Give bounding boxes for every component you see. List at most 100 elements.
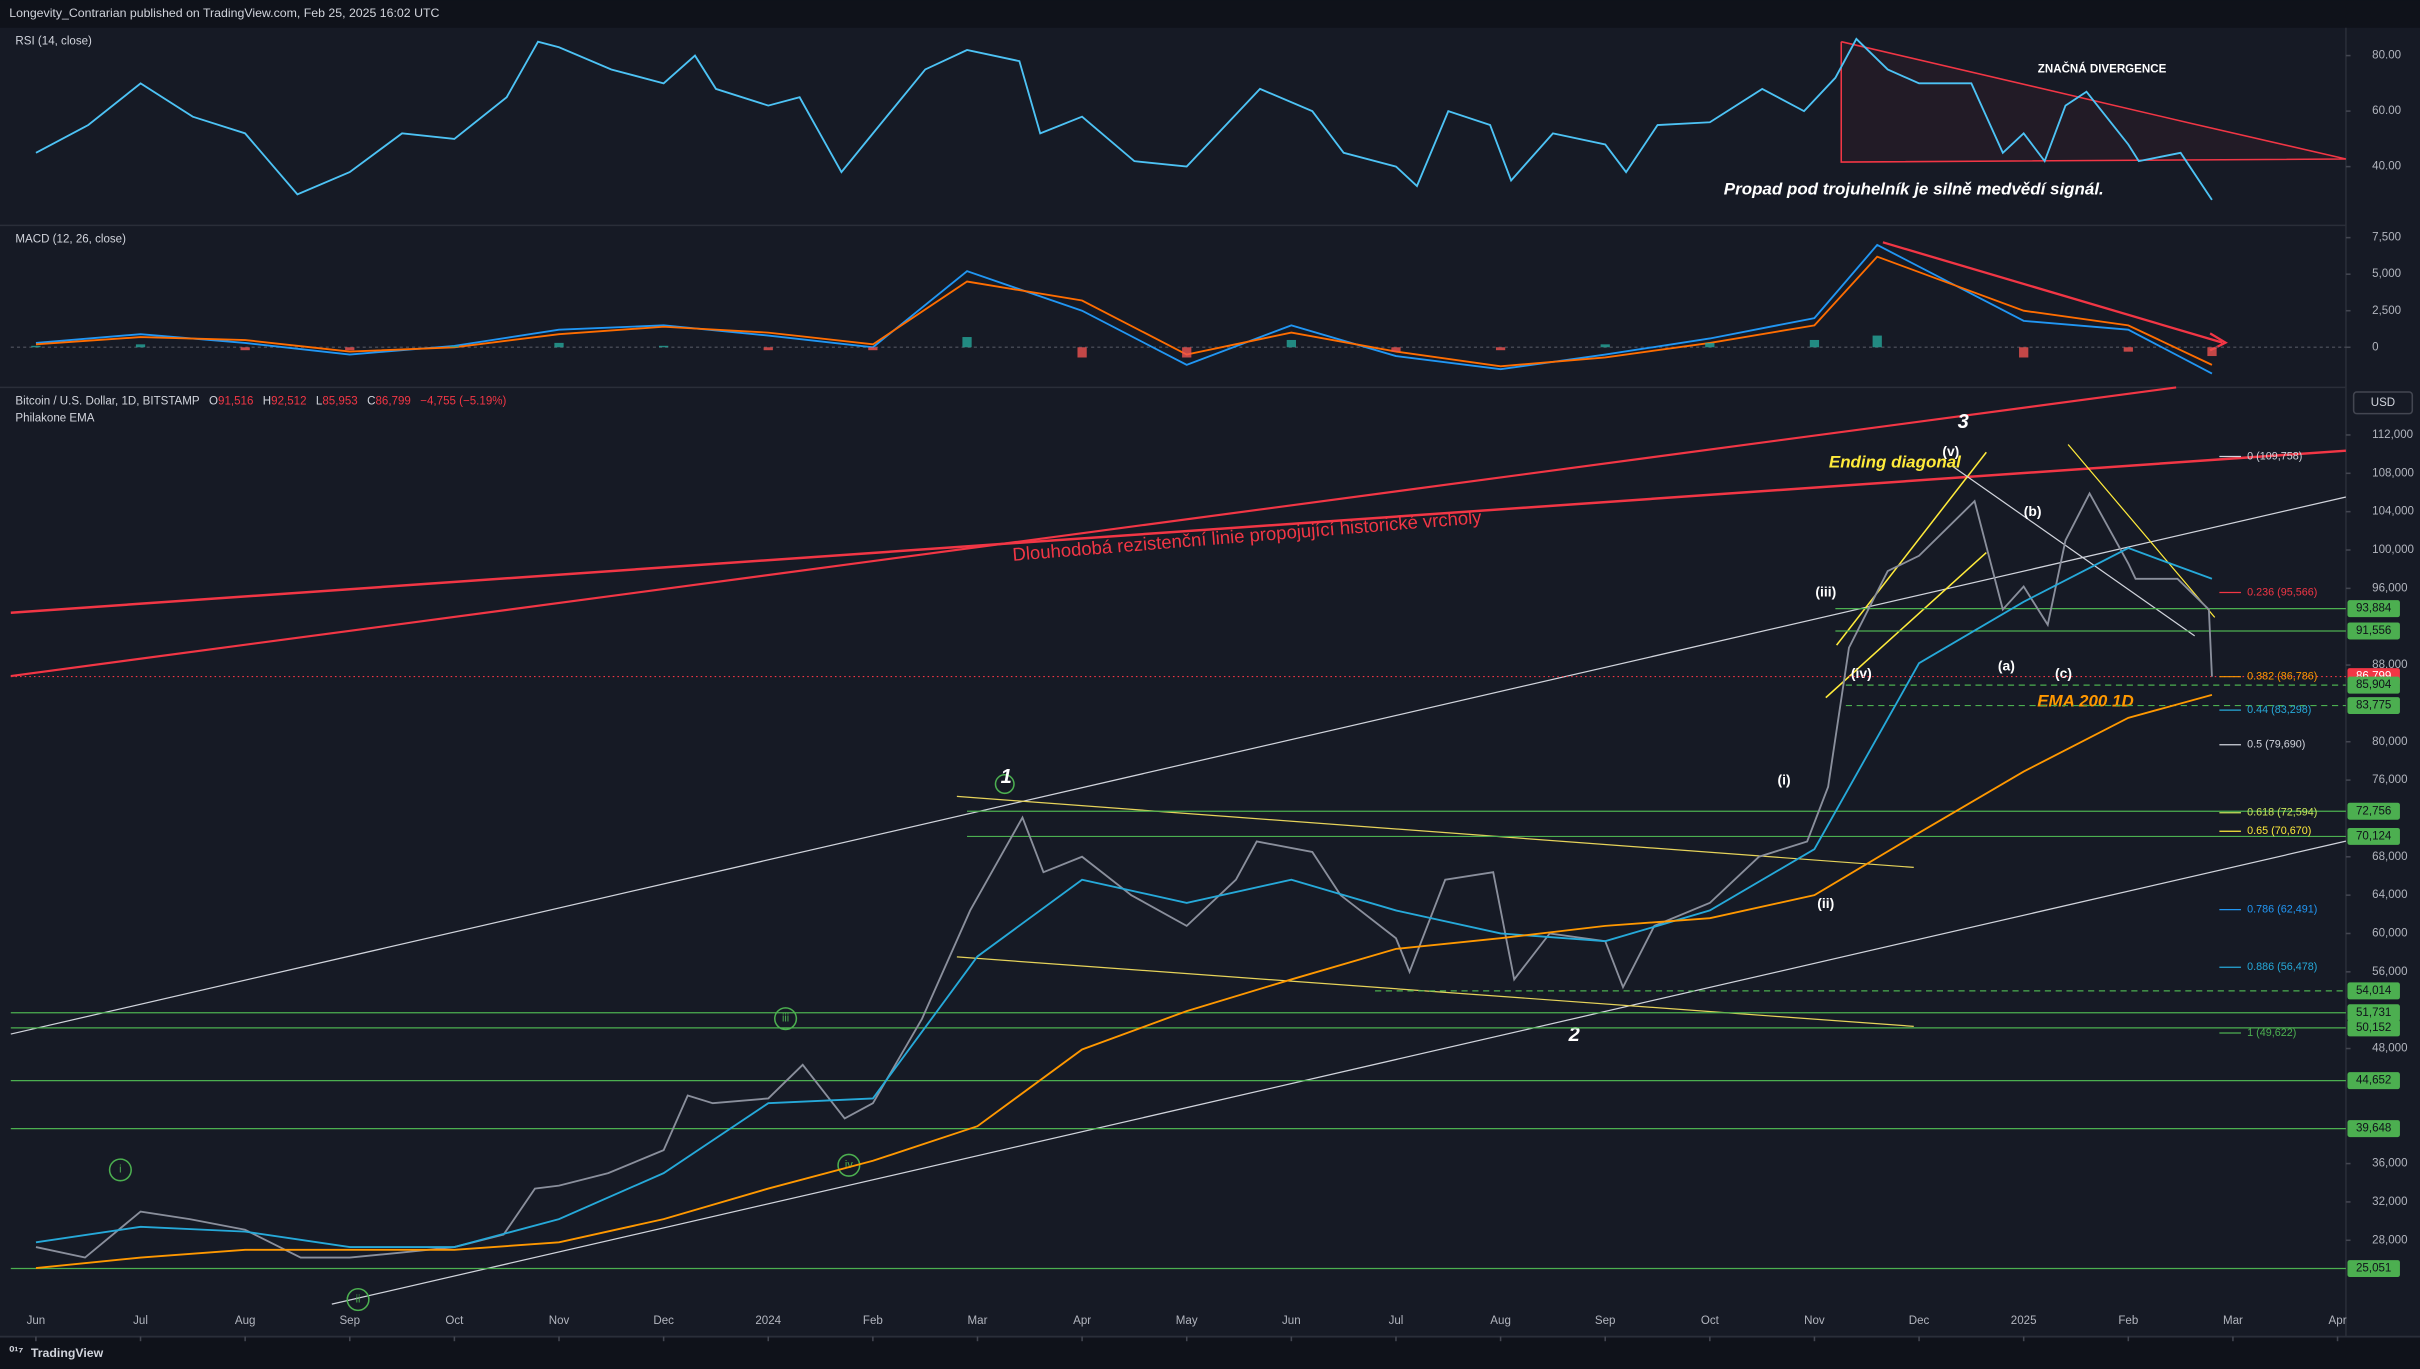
y-tick-label: 64,000 bbox=[2372, 889, 2407, 901]
trend-line bbox=[10, 496, 2347, 1035]
histogram-bar bbox=[1705, 342, 1715, 348]
x-tick-label: Aug bbox=[1490, 1315, 1511, 1327]
histogram-bar bbox=[1809, 339, 1820, 348]
series-line bbox=[35, 491, 2213, 1259]
ohlc-value: 85,953 bbox=[322, 395, 357, 407]
diagonal-line bbox=[1835, 451, 1987, 646]
diagonal-line bbox=[1825, 551, 1987, 699]
histogram-bar bbox=[449, 345, 460, 348]
x-tick-label: Dec bbox=[1909, 1315, 1930, 1327]
x-tick-label: Mar bbox=[968, 1315, 988, 1327]
fib-label: 0.786 (62,491) bbox=[2247, 903, 2317, 915]
x-tick-label: Jun bbox=[27, 1315, 46, 1327]
histogram-bar bbox=[1495, 347, 1506, 351]
y-tick-label: 48,000 bbox=[2372, 1043, 2407, 1055]
fib-label: 0.618 (72,594) bbox=[2247, 807, 2317, 819]
y-tick-label: 100,000 bbox=[2372, 544, 2414, 556]
y-tick-label: 68,000 bbox=[2372, 851, 2407, 863]
y-tick-label: 36,000 bbox=[2372, 1158, 2407, 1170]
histogram-bar bbox=[1391, 347, 1401, 352]
resistance-line bbox=[10, 386, 2177, 678]
x-tick-label: Oct bbox=[445, 1315, 464, 1327]
footer: TradingView bbox=[31, 1346, 104, 1360]
y-tick-label: 76,000 bbox=[2372, 774, 2407, 786]
x-tick-label: 2024 bbox=[755, 1315, 781, 1327]
x-tick-label: Jul bbox=[133, 1315, 148, 1327]
x-tick-label: Nov bbox=[1804, 1315, 1825, 1327]
ohlc-value: 86,799 bbox=[375, 395, 410, 407]
y-tick-label: 5,000 bbox=[2372, 268, 2401, 280]
currency-box[interactable] bbox=[2352, 391, 2414, 415]
x-tick-label: Apr bbox=[1073, 1315, 1091, 1327]
histogram-bar bbox=[2207, 347, 2217, 357]
price-tag bbox=[2347, 697, 2400, 715]
ohlc-value: 92,512 bbox=[271, 395, 306, 407]
price-tag-label: 25,051 bbox=[2356, 1263, 2391, 1275]
series-line bbox=[35, 547, 2213, 1248]
wave-label: (iii) bbox=[1815, 583, 1836, 599]
price-tag-label: 54,014 bbox=[2356, 985, 2392, 997]
x-tick-label: Apr bbox=[2329, 1315, 2347, 1327]
x-tick-label: Sep bbox=[339, 1315, 360, 1327]
resistance-line bbox=[10, 449, 2347, 614]
annotation: ZNAČNÁ DIVERGENCE bbox=[2038, 63, 2167, 76]
price-tag bbox=[2347, 982, 2400, 1000]
change: −4,755 (−5.19%) bbox=[420, 395, 506, 407]
pane-title: Bitcoin / U.S. Dollar, 1D, BITSTAMP O91,… bbox=[15, 395, 506, 407]
fib-label: 1 (49,622) bbox=[2247, 1027, 2296, 1039]
wave-label: (b) bbox=[2024, 503, 2042, 519]
fib-label: 0.5 (79,690) bbox=[2247, 739, 2305, 751]
ohlc-value: 91,516 bbox=[218, 395, 253, 407]
price-tag-label: 50,152 bbox=[2356, 1022, 2391, 1034]
y-tick-label: 60.00 bbox=[2372, 105, 2401, 117]
wave-label: 2 bbox=[1568, 1024, 1580, 1046]
y-tick-label: 104,000 bbox=[2372, 506, 2414, 518]
price-tag-label: 70,124 bbox=[2356, 830, 2392, 842]
wedge-line bbox=[2067, 444, 2216, 618]
price-tag bbox=[2347, 1019, 2400, 1037]
histogram-bar bbox=[1600, 344, 1610, 348]
price-tag-label: 85,904 bbox=[2356, 679, 2392, 691]
trend-line bbox=[331, 840, 2347, 1305]
series-line bbox=[35, 37, 2213, 201]
wave-circle bbox=[108, 1158, 132, 1182]
wave-label: iii bbox=[782, 1012, 789, 1024]
y-tick-label: 80.00 bbox=[2372, 50, 2401, 62]
price-tag bbox=[2347, 1260, 2400, 1278]
footer-bar bbox=[0, 1338, 2420, 1369]
price-tag bbox=[2347, 802, 2400, 820]
y-tick-label: 40.00 bbox=[2372, 161, 2401, 173]
price-tag-label: 83,775 bbox=[2356, 700, 2391, 712]
y-tick-label: 112,000 bbox=[2372, 429, 2413, 441]
histogram-bar bbox=[1872, 335, 1882, 348]
macd-divergence bbox=[1882, 241, 2223, 344]
wave-label: (iv) bbox=[1851, 665, 1872, 681]
y-tick-label: 56,000 bbox=[2372, 966, 2407, 978]
fib-label: 0.236 (95,566) bbox=[2247, 586, 2317, 598]
x-tick-label: 2025 bbox=[2011, 1315, 2037, 1327]
y-tick-label: 96,000 bbox=[2372, 582, 2407, 594]
y-tick-label: 28,000 bbox=[2372, 1234, 2407, 1246]
wave-label: i bbox=[119, 1164, 121, 1176]
fib-label: 0.44 (83,298) bbox=[2247, 704, 2311, 716]
y-tick-label: 7,500 bbox=[2372, 232, 2401, 244]
logo: ⁰¹⁷ bbox=[9, 1344, 23, 1358]
price-tag bbox=[2347, 622, 2400, 640]
wave-label: (i) bbox=[1778, 772, 1791, 788]
pane-title: MACD (12, 26, close) bbox=[15, 233, 126, 245]
histogram-bar bbox=[868, 347, 878, 351]
x-tick-label: Feb bbox=[2118, 1315, 2138, 1327]
ohlc-key: H bbox=[263, 395, 271, 407]
x-tick-label: Oct bbox=[1701, 1315, 1720, 1327]
histogram-bar bbox=[554, 342, 564, 348]
price-tag-label: 44,652 bbox=[2356, 1075, 2391, 1087]
series-line bbox=[35, 255, 2213, 368]
histogram-bar bbox=[1077, 347, 1087, 358]
fib-label: 0.886 (56,478) bbox=[2247, 961, 2317, 973]
price-tag-label: 72,756 bbox=[2356, 805, 2391, 817]
histogram-bar bbox=[2123, 347, 2133, 352]
x-tick-label: Nov bbox=[549, 1315, 570, 1327]
price-tag-label: 91,556 bbox=[2356, 625, 2391, 637]
